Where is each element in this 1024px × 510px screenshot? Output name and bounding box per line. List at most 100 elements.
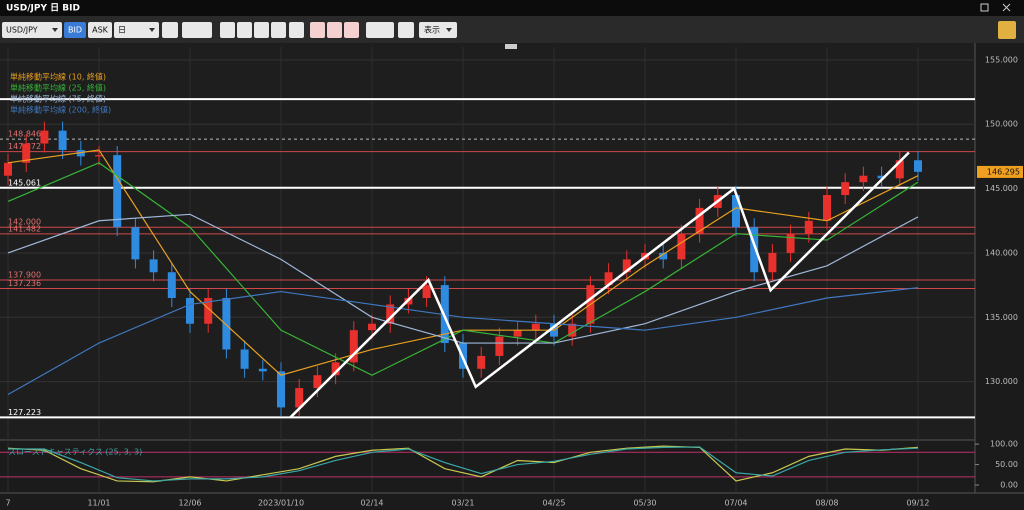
tool-btn[interactable] xyxy=(254,22,269,38)
candle-body xyxy=(386,304,395,324)
period-select[interactable] xyxy=(114,22,159,38)
candle-body xyxy=(186,297,194,324)
x-tick-label: 08/08 xyxy=(815,499,838,508)
candle-body xyxy=(604,272,613,286)
symbol-text: USD/JPY xyxy=(6,26,38,35)
x-tick-label: 04/25 xyxy=(542,499,565,508)
candle-body xyxy=(859,175,868,183)
y-tick-label: 140.000 xyxy=(985,248,1018,257)
tool-btn[interactable] xyxy=(271,22,286,38)
legend-entry: 単純移動平均線 (10, 終値) xyxy=(10,72,106,82)
candle-body xyxy=(368,323,376,331)
y-tick-label: 135.000 xyxy=(985,313,1018,322)
candle-body xyxy=(204,297,213,324)
candle-body xyxy=(495,336,504,356)
trend-line xyxy=(289,151,910,419)
candle-body xyxy=(786,233,795,253)
indicator-title: スローストキャスティクス (25, 3, 3) xyxy=(8,448,142,457)
candle-body xyxy=(113,155,122,228)
candle-body xyxy=(240,349,249,369)
candle-body xyxy=(659,252,668,260)
candle-body xyxy=(823,195,831,221)
settings-btn[interactable] xyxy=(998,21,1016,39)
candle-body xyxy=(277,371,285,408)
candle-body xyxy=(768,252,777,273)
tool-btn[interactable] xyxy=(327,22,342,38)
tool-btn[interactable] xyxy=(289,22,304,38)
indicator-line xyxy=(8,446,919,482)
y-tick-label: 150.000 xyxy=(985,120,1018,129)
candle-body xyxy=(313,375,322,389)
chart-layer: 130.000 135.000 140.000 145.000 150.000 155.0… xyxy=(0,47,1023,508)
close-btn[interactable] xyxy=(1002,3,1011,12)
y-tick-label: 130.000 xyxy=(985,377,1018,386)
candle-body xyxy=(295,388,304,408)
moving-average xyxy=(7,213,919,344)
candle-body xyxy=(349,330,358,363)
legend-entry: 単純移動平均線 (200, 終値) xyxy=(10,105,111,115)
display-btn[interactable] xyxy=(419,22,457,38)
level-label: 148.846 xyxy=(8,130,41,139)
candle-body xyxy=(531,323,540,331)
x-tick-label: 11/01 xyxy=(87,499,110,508)
bid-btn[interactable] xyxy=(64,22,86,38)
candle-body xyxy=(258,368,267,372)
window-title: USD/JPY 日 BID xyxy=(6,3,80,14)
display-text: 表示 xyxy=(424,25,440,35)
candle-body xyxy=(477,355,486,369)
candle-body xyxy=(568,323,577,337)
candle-body xyxy=(513,330,522,337)
x-tick-label: 09/12 xyxy=(906,499,929,508)
dropdown-arrow xyxy=(149,28,155,32)
candle-body xyxy=(695,207,704,234)
level-label: 137.900 xyxy=(8,270,41,279)
candle-body xyxy=(841,182,850,196)
x-tick-label: 12/06 xyxy=(178,499,201,508)
maximize-btn[interactable] xyxy=(980,3,989,12)
tool-btn[interactable] xyxy=(398,22,414,38)
y-tick-label: 145.000 xyxy=(985,184,1018,193)
moving-average xyxy=(7,287,919,396)
dropdown-arrow xyxy=(446,28,452,32)
tool-btn[interactable] xyxy=(310,22,325,38)
candle-body xyxy=(22,143,31,163)
candle-body xyxy=(149,259,158,273)
x-tick-label: 03/21 xyxy=(451,499,474,508)
legend-entry: 単純移動平均線 (25, 終値) xyxy=(10,83,106,93)
candle-body xyxy=(622,259,631,273)
legend-entry: 単純移動平均線 (75, 終値) xyxy=(10,94,106,104)
candle-body xyxy=(95,155,103,157)
candle-body xyxy=(677,233,686,260)
last-price-label: 146.295 xyxy=(987,167,1020,176)
candle-body xyxy=(422,285,431,298)
tool-btn[interactable] xyxy=(344,22,359,38)
last-price-tag xyxy=(977,165,1023,178)
ask-text: ASK xyxy=(92,26,109,35)
level-label: 141.482 xyxy=(8,224,41,233)
candle-body xyxy=(76,149,85,157)
tool-btn[interactable] xyxy=(162,22,178,38)
candle-body xyxy=(58,130,67,150)
dropdown-arrow xyxy=(52,28,58,32)
draw-btn[interactable] xyxy=(366,22,394,38)
level-label: 142.000 xyxy=(8,218,41,227)
main-panel xyxy=(0,43,975,440)
y-tick-label: 0.00 xyxy=(1000,481,1018,490)
y-tick-label: 50.00 xyxy=(995,460,1018,469)
ask-btn[interactable] xyxy=(88,22,112,38)
level-label: 145.061 xyxy=(8,178,41,187)
period-text: 日 xyxy=(118,26,126,35)
y-tick-label: 100.00 xyxy=(990,440,1018,449)
title-bar xyxy=(0,0,1024,16)
chart-type-btn[interactable] xyxy=(182,22,212,38)
panel-handle[interactable] xyxy=(505,44,517,49)
candle-body xyxy=(804,220,813,234)
candle-body xyxy=(4,162,12,176)
symbol-select[interactable] xyxy=(2,22,62,38)
x-tick-label: 2023/01/10 xyxy=(258,499,304,508)
zoom-out-btn[interactable] xyxy=(237,22,252,38)
zoom-in-btn[interactable] xyxy=(220,22,235,38)
candle-body xyxy=(750,227,759,273)
